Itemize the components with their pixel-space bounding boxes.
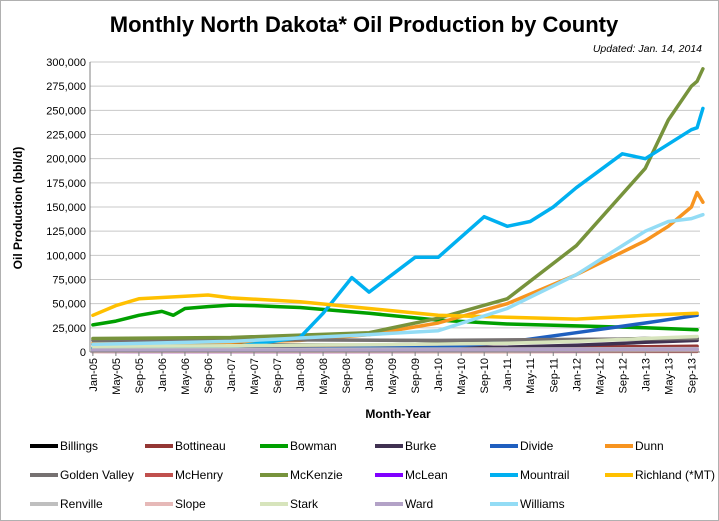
- y-tick-label: 50,000: [52, 299, 86, 311]
- x-tick-label: Jan-05: [88, 358, 100, 392]
- legend-label: Richland (*MT): [635, 468, 715, 482]
- legend-label: McLean: [405, 468, 448, 482]
- x-tick-label: Jan-07: [226, 358, 238, 392]
- x-tick-label: Jan-06: [157, 358, 169, 392]
- x-tick-label: May-08: [318, 358, 330, 395]
- x-tick-label: Jan-08: [295, 358, 307, 392]
- x-tick-label: Jan-13: [640, 358, 652, 392]
- legend: Billings Bottineau Bowman Burke Divide Dunn Go…: [30, 439, 715, 511]
- x-tick-label: Sep-11: [548, 358, 560, 393]
- legend-label: Dunn: [635, 439, 664, 453]
- legend-label: Burke: [405, 439, 437, 453]
- legend-label: Williams: [520, 497, 565, 511]
- legend-label: Slope: [175, 497, 206, 511]
- legend-label: McKenzie: [290, 468, 343, 482]
- series-line: [91, 334, 699, 348]
- y-tick-label: 125,000: [46, 226, 86, 238]
- y-tick-label: 0: [80, 347, 86, 359]
- x-tick-label: May-13: [663, 358, 675, 395]
- series-line: [91, 293, 699, 321]
- legend-label: Renville: [60, 497, 103, 511]
- legend-label: McHenry: [175, 468, 223, 482]
- x-tick-label: May-07: [249, 358, 261, 395]
- series-lines: [91, 67, 705, 354]
- series-line: [91, 303, 699, 332]
- series-line: [91, 67, 705, 341]
- x-axis-label: Month-Year: [365, 407, 431, 421]
- y-tick-label: 225,000: [46, 130, 86, 142]
- x-tick-label: Sep-07: [272, 358, 284, 393]
- legend-label: Bowman: [290, 439, 337, 453]
- x-tick-label: Jan-09: [364, 358, 376, 392]
- y-tick-labels: 0 25,000 50,000 75,000 100,000 125,000 150,000…: [46, 57, 86, 359]
- x-tick-label: Sep-13: [686, 358, 698, 393]
- series-line: [91, 190, 705, 346]
- legend-label: Bottineau: [175, 439, 226, 453]
- y-axis-label: Oil Production (bbl/d): [11, 147, 25, 270]
- grid-lines: [90, 61, 700, 329]
- y-tick-label: 25,000: [52, 323, 86, 335]
- x-tick-label: Sep-08: [341, 358, 353, 393]
- y-tick-label: 175,000: [46, 178, 86, 190]
- series-line: [91, 106, 705, 350]
- y-tick-label: 200,000: [46, 154, 86, 166]
- x-tick-label: May-10: [456, 358, 468, 395]
- x-tick-label: May-12: [594, 358, 606, 395]
- axes: [89, 62, 700, 356]
- y-tick-label: 150,000: [46, 202, 86, 214]
- x-tick-label: Sep-05: [134, 358, 146, 393]
- x-tick-label: Jan-11: [502, 358, 514, 391]
- series-line: [91, 347, 699, 353]
- legend-label: Billings: [60, 439, 98, 453]
- x-tick-labels: Jan-05 May-05 Sep-05 Jan-06 May-06 Sep-06 Jan-…: [88, 358, 698, 395]
- x-tick-label: May-11: [525, 358, 537, 394]
- x-tick-label: Sep-06: [203, 358, 215, 393]
- x-tick-label: Sep-10: [479, 358, 491, 393]
- x-tick-label: Sep-09: [410, 358, 422, 393]
- legend-label: Stark: [290, 497, 319, 511]
- x-tick-label: May-09: [387, 358, 399, 395]
- legend-label: Divide: [520, 439, 554, 453]
- chart-title: Monthly North Dakota* Oil Production by …: [110, 12, 619, 37]
- x-tick-label: May-05: [111, 358, 123, 395]
- legend-label: Ward: [405, 497, 433, 511]
- x-tick-label: Jan-10: [433, 358, 445, 392]
- x-tick-label: Jan-12: [571, 358, 583, 392]
- y-tick-label: 250,000: [46, 105, 86, 117]
- legend-label: Mountrail: [520, 468, 569, 482]
- y-tick-label: 100,000: [46, 250, 86, 262]
- y-tick-label: 300,000: [46, 57, 86, 69]
- x-tick-label: Sep-12: [617, 358, 629, 393]
- series-line: [91, 212, 705, 347]
- chart-subtitle: Updated: Jan. 14, 2014: [593, 43, 702, 55]
- y-tick-label: 75,000: [52, 275, 86, 287]
- x-tick-label: May-06: [180, 358, 192, 395]
- legend-label: Golden Valley: [60, 468, 134, 482]
- y-tick-label: 275,000: [46, 81, 86, 93]
